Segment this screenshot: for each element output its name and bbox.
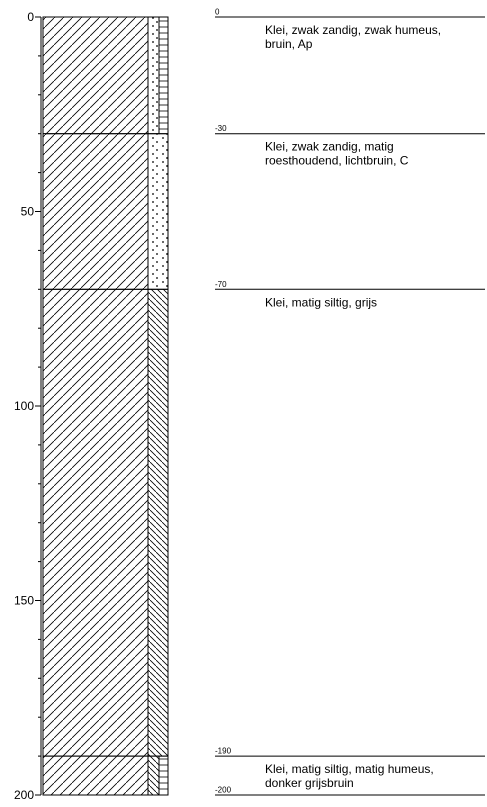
layer-0-depth-label: 0 [215, 8, 220, 17]
bottom-depth-label: -200 [215, 786, 232, 795]
layer-1-description-line: Klei, zwak zandig, matig [265, 140, 394, 154]
tick-label: 100 [14, 399, 34, 413]
layer-1-clay-band [42, 133, 149, 290]
layer-2-description-line: Klei, matig siltig, grijs [265, 295, 377, 309]
layer-1-sand-band [147, 133, 169, 290]
soil-column [42, 16, 169, 796]
layer-2-silt-band [147, 288, 169, 757]
layer-0-clay-band [42, 16, 149, 135]
layer-0-sand-band [147, 16, 160, 135]
layer-0-description-line: bruin, Ap [265, 37, 313, 51]
layer-0-description-line: Klei, zwak zandig, zwak humeus, [265, 23, 441, 37]
layer-3-clay-band [42, 755, 149, 796]
tick-label: 150 [14, 594, 34, 608]
layer-3-description-line: Klei, matig siltig, matig humeus, [265, 762, 434, 776]
layer-descriptions: 0 Klei, zwak zandig, zwak humeus,bruin, A… [215, 8, 485, 796]
tick-label: 0 [27, 10, 34, 24]
tick-label: 200 [14, 788, 34, 802]
layer-2-depth-label: -70 [215, 280, 227, 289]
tick-label: 50 [21, 205, 35, 219]
layer-3-depth-label: -190 [215, 747, 232, 756]
layer-1-description-line: roesthoudend, lichtbruin, C [265, 154, 409, 168]
layer-3-humus-band [158, 755, 169, 796]
layer-3-silt-band [147, 755, 160, 796]
layer-0-humus-band [158, 16, 169, 135]
layer-3-description-line: donker grijsbruin [265, 776, 354, 790]
layer-1-depth-label: -30 [215, 124, 227, 133]
layer-2-clay-band [42, 288, 149, 757]
depth-axis: 0 50 100 150 200 [14, 10, 42, 802]
